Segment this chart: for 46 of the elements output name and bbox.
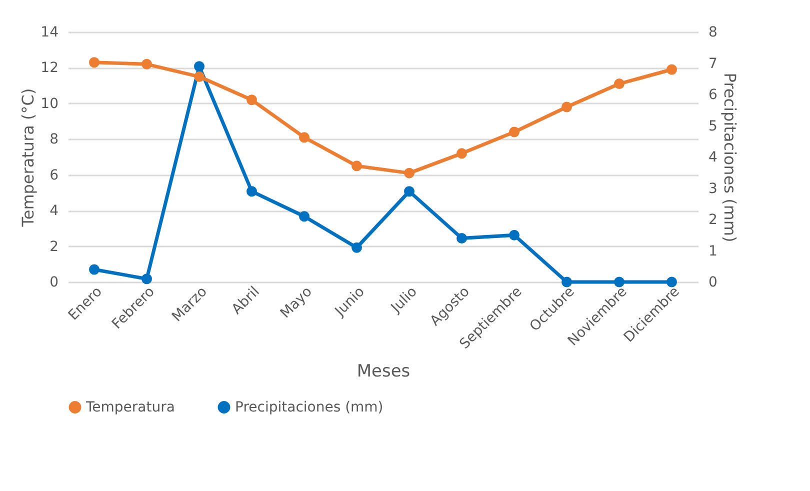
point: [456, 148, 467, 159]
y2-tick-label: 6: [708, 87, 718, 103]
y-axis-title: Temperatura (°C): [18, 88, 38, 228]
y-tick-label: 0: [50, 274, 58, 290]
point: [666, 276, 677, 288]
point: [509, 126, 520, 138]
point: [194, 71, 204, 82]
point: [404, 168, 414, 178]
point: [299, 132, 310, 143]
y-tick-label: 12: [40, 60, 58, 76]
y2-tick-label: 3: [708, 180, 718, 197]
point: [89, 57, 100, 68]
legend-label: Temperatura: [85, 399, 175, 416]
point: [299, 211, 310, 222]
y2-tick-label: 1: [708, 243, 718, 260]
point: [194, 61, 204, 72]
point: [89, 264, 100, 275]
point: [246, 94, 257, 106]
y2-axis-title: Precipitaciones (mm): [720, 72, 740, 242]
point: [562, 102, 572, 112]
point: [246, 186, 257, 197]
y-tick-label: 10: [40, 96, 58, 112]
y-tick-label: 4: [50, 203, 59, 220]
x-axis-title: Meses: [356, 362, 410, 382]
y2-tick-label: 7: [708, 56, 718, 72]
y-tick-label: 2: [50, 238, 58, 255]
y2-tick-label: 0: [708, 274, 718, 290]
y-tick-label: 14: [40, 24, 59, 40]
point: [456, 233, 467, 244]
point: [142, 274, 152, 284]
y-tick-label: 6: [50, 167, 59, 184]
point: [352, 242, 362, 253]
point: [562, 276, 572, 288]
y2-tick-label: 2: [708, 212, 718, 228]
point: [666, 64, 677, 75]
legend-label: Precipitaciones (mm): [235, 399, 384, 416]
y-tick-label: 8: [50, 132, 58, 148]
point: [352, 160, 362, 172]
point: [404, 186, 414, 197]
point: [509, 230, 520, 240]
y2-tick-label: 8: [708, 24, 718, 40]
point: [614, 78, 624, 90]
point: [142, 58, 152, 70]
point: [614, 276, 624, 288]
y2-tick-label: 4: [708, 150, 718, 166]
y2-tick-label: 5: [708, 118, 718, 134]
